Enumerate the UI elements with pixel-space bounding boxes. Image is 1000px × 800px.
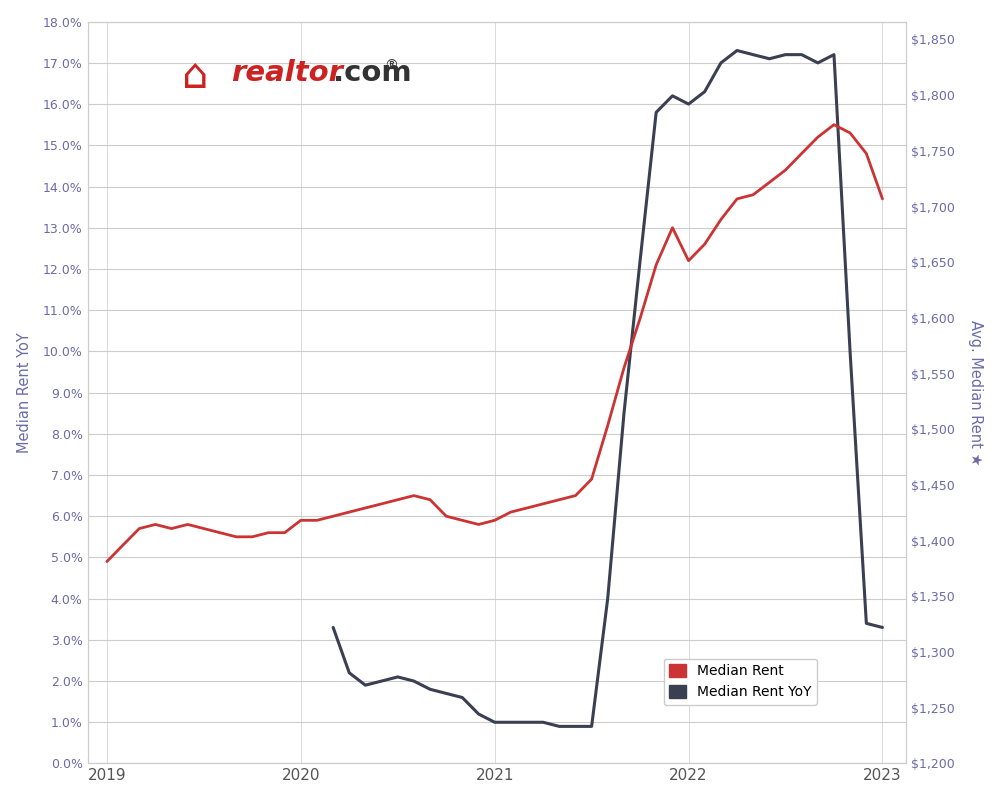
Text: realtor: realtor [231,58,343,86]
Y-axis label: Median Rent YoY: Median Rent YoY [17,332,32,453]
Legend: Median Rent, Median Rent YoY: Median Rent, Median Rent YoY [664,658,817,705]
Text: .com: .com [333,58,412,86]
Text: ⌂: ⌂ [182,55,208,97]
Text: ®: ® [384,58,398,73]
Y-axis label: Avg. Median Rent ★: Avg. Median Rent ★ [968,320,983,466]
